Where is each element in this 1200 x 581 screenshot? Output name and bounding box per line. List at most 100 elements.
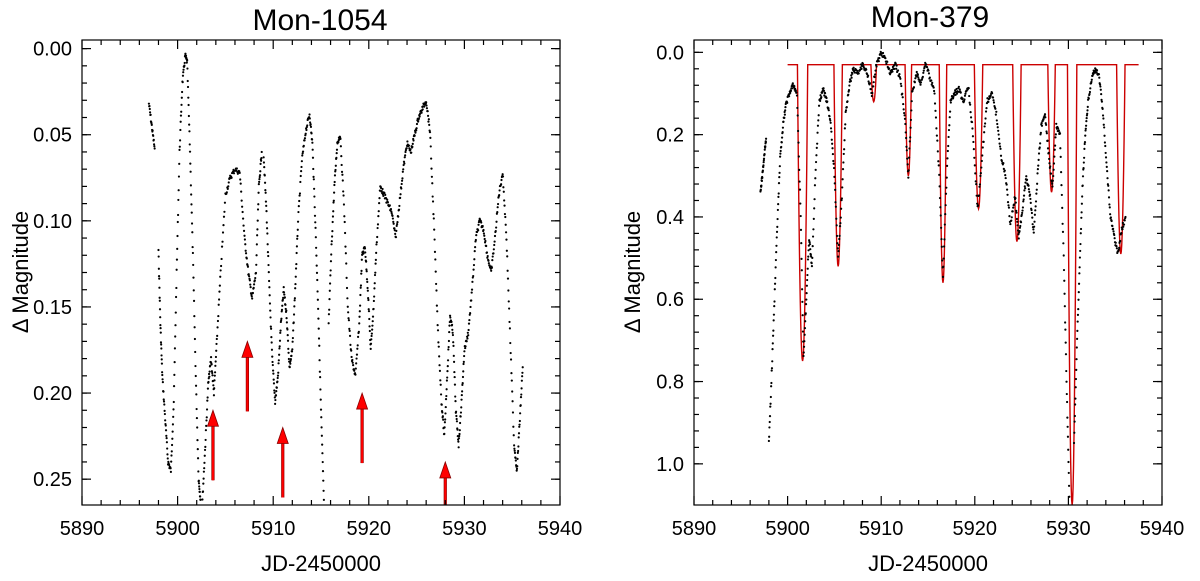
model-curve [787, 63, 1139, 506]
data-point [939, 206, 942, 209]
data-point [1002, 162, 1005, 165]
data-point [803, 333, 806, 336]
data-point [1058, 132, 1062, 135]
data-point [400, 179, 404, 182]
data-point [512, 425, 515, 428]
data-point [1062, 254, 1065, 257]
data-point [998, 142, 1001, 145]
data-point [1115, 245, 1118, 248]
data-point [495, 212, 498, 215]
data-point [148, 107, 151, 111]
data-point [1100, 98, 1103, 101]
data-point [1006, 201, 1010, 204]
data-point [817, 119, 820, 122]
data-point [1099, 88, 1102, 91]
data-point [780, 141, 783, 144]
data-point [832, 166, 836, 170]
data-point [975, 194, 978, 197]
data-point [793, 87, 797, 90]
data-point [517, 445, 520, 448]
data-point [211, 374, 214, 377]
data-point [450, 323, 454, 326]
data-point [947, 128, 951, 132]
data-point [219, 269, 222, 272]
data-point [359, 284, 363, 287]
data-point [380, 190, 383, 193]
data-point [1063, 305, 1066, 308]
data-point [1109, 216, 1112, 219]
data-point [804, 312, 807, 315]
data-point [349, 343, 352, 346]
data-point [312, 167, 315, 171]
data-point [166, 453, 169, 456]
data-point [149, 113, 152, 116]
data-point [266, 232, 269, 235]
data-point [263, 181, 267, 184]
data-point [174, 324, 177, 327]
data-point [297, 204, 300, 208]
data-point [521, 375, 524, 378]
data-point [967, 87, 970, 90]
data-point [249, 283, 252, 286]
data-point [1124, 215, 1127, 219]
data-point [436, 329, 440, 332]
data-point [762, 164, 765, 167]
data-point [937, 160, 940, 163]
data-point [948, 124, 951, 127]
data-point [174, 335, 177, 338]
data-point [793, 84, 796, 88]
data-point [453, 370, 456, 374]
data-point [299, 174, 302, 178]
data-point [1046, 147, 1050, 150]
y-tick-label: 0.15 [33, 297, 72, 319]
data-point [390, 212, 393, 215]
data-point [1036, 172, 1039, 175]
data-point [190, 203, 193, 206]
data-point [466, 331, 469, 334]
data-point [203, 448, 207, 452]
data-point [429, 136, 432, 139]
data-point [1063, 279, 1066, 282]
data-point [367, 297, 370, 300]
data-point [1080, 211, 1083, 214]
data-point [1062, 268, 1066, 272]
data-point [176, 213, 180, 217]
data-point [306, 124, 309, 127]
data-point [496, 211, 499, 214]
data-point [762, 165, 765, 169]
data-point [1052, 174, 1055, 178]
data-point [283, 293, 286, 296]
data-point [874, 69, 877, 72]
data-point [458, 429, 461, 432]
data-point [1113, 237, 1116, 240]
data-point [782, 120, 785, 123]
data-point [764, 140, 767, 144]
data-point [832, 162, 835, 165]
data-point [449, 316, 452, 319]
data-point [295, 245, 299, 248]
data-point [313, 187, 316, 190]
data-point [1074, 386, 1077, 389]
data-point [335, 152, 338, 155]
data-point [1081, 195, 1084, 198]
data-point [196, 448, 199, 451]
data-point [835, 217, 838, 220]
data-point [212, 384, 215, 387]
data-point [199, 498, 202, 501]
data-point [831, 152, 835, 156]
data-point [266, 251, 270, 254]
data-point [243, 234, 246, 237]
data-point [427, 118, 430, 121]
data-point [204, 445, 207, 448]
data-point [270, 341, 273, 344]
data-point [281, 298, 284, 301]
data-point [1042, 118, 1045, 121]
data-point [1019, 224, 1022, 228]
data-point [468, 313, 471, 316]
data-point [444, 412, 447, 415]
data-point [285, 309, 288, 312]
data-point [504, 231, 508, 234]
data-point [256, 234, 259, 237]
data-point [461, 375, 465, 379]
data-point [342, 203, 346, 206]
